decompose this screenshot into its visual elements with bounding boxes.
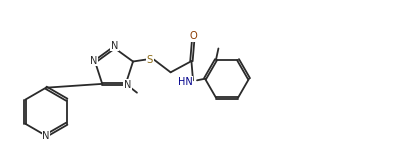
Text: N: N xyxy=(90,56,97,66)
Text: N: N xyxy=(111,41,118,51)
Text: N: N xyxy=(42,131,50,141)
Text: N: N xyxy=(124,80,131,90)
Text: S: S xyxy=(147,55,153,65)
Text: HN: HN xyxy=(178,77,192,87)
Text: O: O xyxy=(190,31,197,41)
